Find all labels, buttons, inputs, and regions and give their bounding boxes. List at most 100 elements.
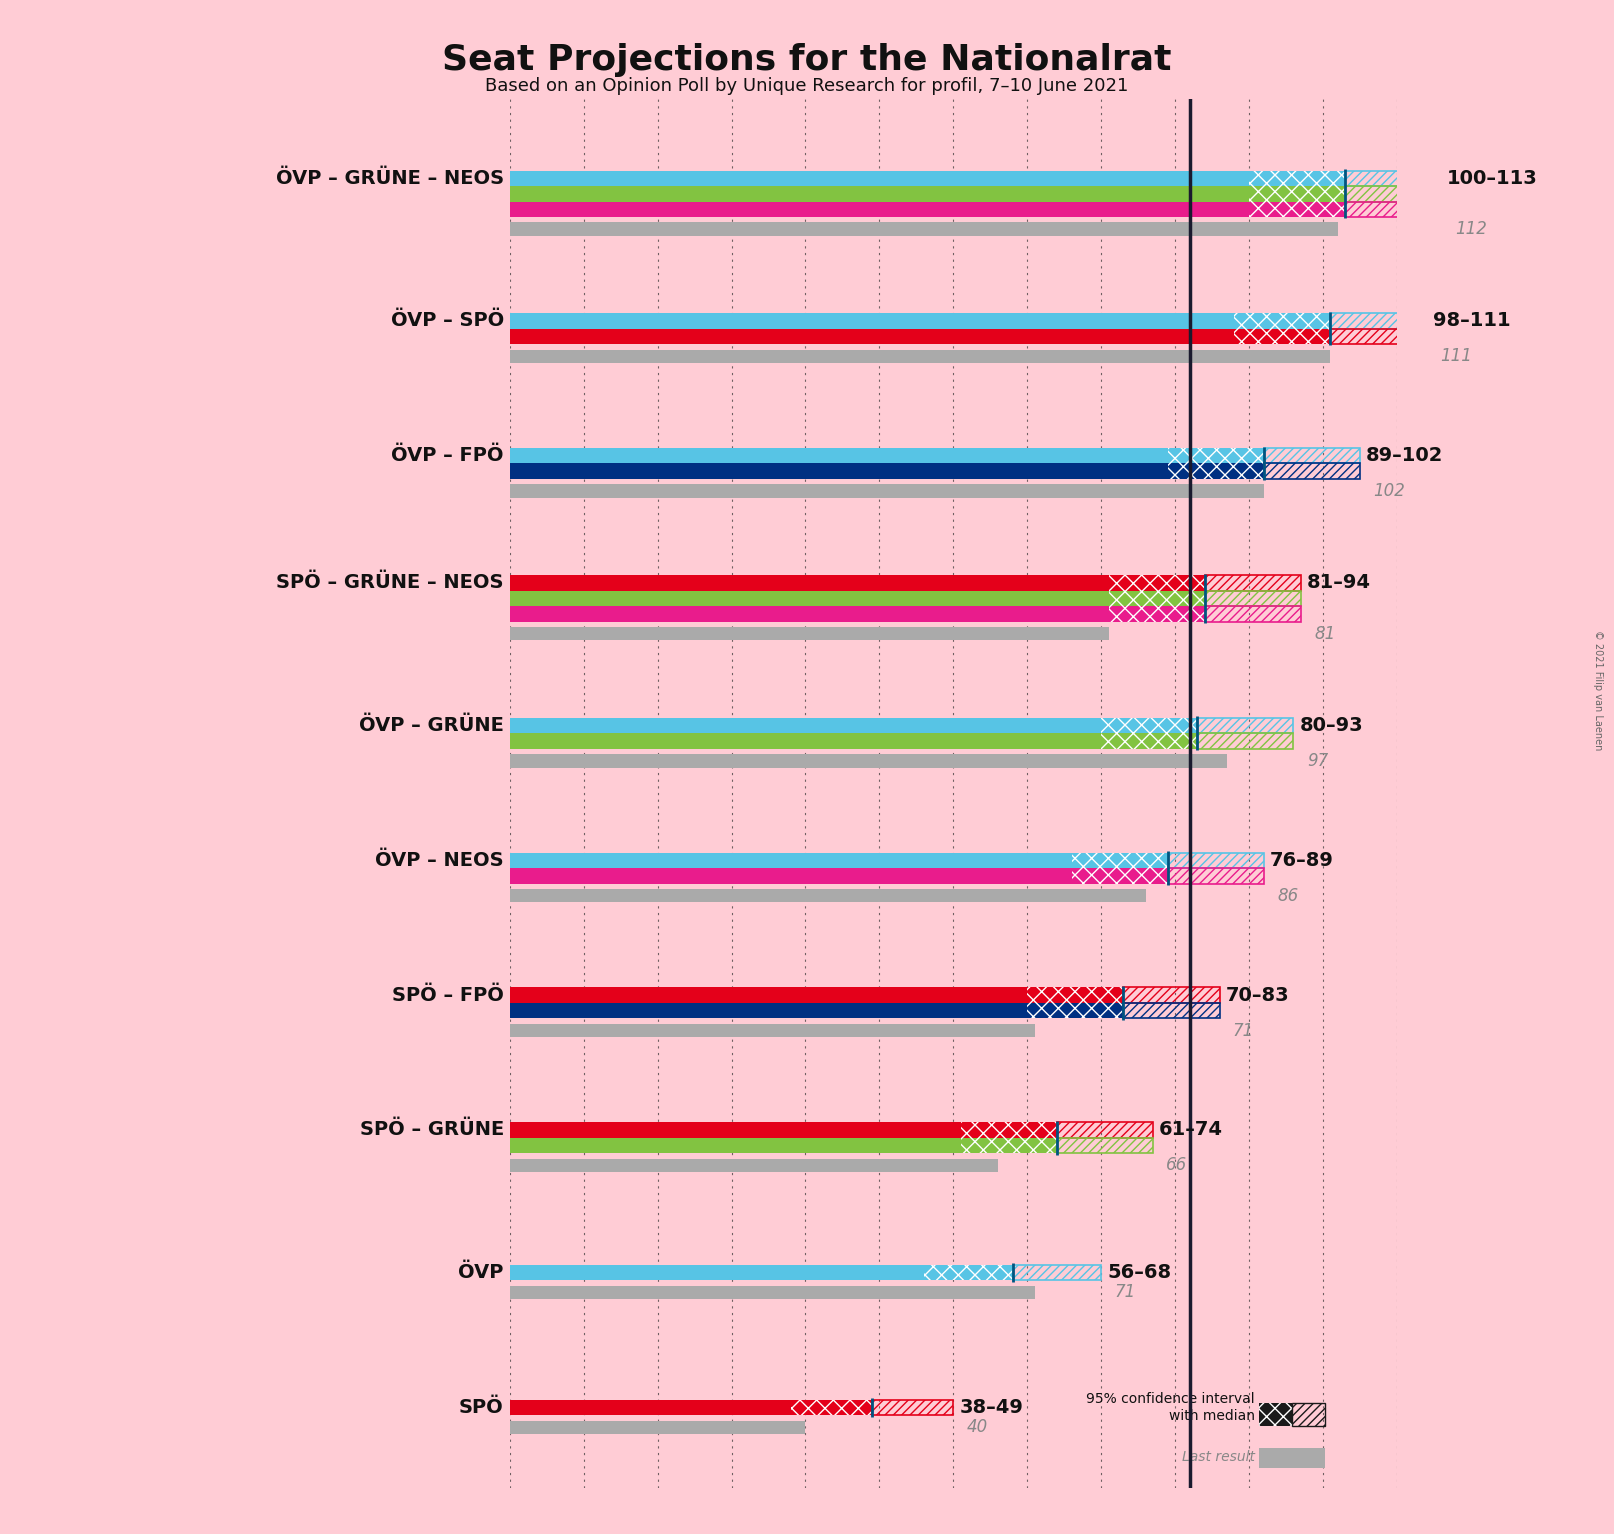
Bar <box>1169 853 1264 868</box>
Text: SPÖ – GRÜNE – NEOS: SPÖ – GRÜNE – NEOS <box>276 574 504 592</box>
Bar <box>510 853 1169 868</box>
Bar <box>1204 575 1301 591</box>
Bar <box>1259 1402 1293 1425</box>
Bar <box>1057 1138 1152 1154</box>
Bar <box>1198 733 1293 749</box>
Bar <box>510 733 1198 749</box>
Text: ÖVP – GRÜNE – NEOS: ÖVP – GRÜNE – NEOS <box>276 169 504 187</box>
Bar <box>510 1399 872 1416</box>
Text: 81–94: 81–94 <box>1307 574 1370 592</box>
Bar <box>1101 733 1198 749</box>
Bar <box>1169 448 1264 463</box>
Bar <box>1101 718 1198 733</box>
Bar <box>1264 448 1361 463</box>
Text: Based on an Opinion Poll by Unique Research for profil, 7–10 June 2021: Based on an Opinion Poll by Unique Resea… <box>486 77 1128 95</box>
Text: 95% confidence interval
with median: 95% confidence interval with median <box>1086 1393 1256 1422</box>
Text: 86: 86 <box>1277 887 1299 905</box>
Text: 89–102: 89–102 <box>1365 446 1443 465</box>
Bar <box>1344 170 1441 186</box>
Bar <box>510 1420 805 1434</box>
Bar <box>510 1138 1057 1154</box>
Text: ÖVP: ÖVP <box>458 1262 504 1282</box>
Bar <box>1249 201 1344 216</box>
Bar <box>1235 313 1330 328</box>
Bar <box>791 1399 872 1416</box>
Text: 71: 71 <box>1115 1284 1136 1301</box>
Bar <box>1123 1003 1220 1019</box>
Bar <box>510 718 1198 733</box>
Text: 111: 111 <box>1440 347 1472 365</box>
Text: ÖVP – FPÖ: ÖVP – FPÖ <box>391 446 504 465</box>
Text: SPÖ: SPÖ <box>458 1397 504 1417</box>
Bar <box>872 1399 954 1416</box>
Text: 102: 102 <box>1374 482 1406 500</box>
Bar <box>510 1285 1035 1299</box>
Bar <box>1027 1003 1123 1019</box>
Bar <box>510 448 1264 463</box>
Text: 61–74: 61–74 <box>1159 1120 1223 1140</box>
Bar <box>1027 988 1123 1003</box>
Bar <box>1204 591 1301 606</box>
Bar <box>1249 170 1344 186</box>
Bar <box>510 888 1146 902</box>
Bar <box>1057 1123 1152 1138</box>
Bar <box>1235 328 1330 344</box>
Bar <box>510 591 1204 606</box>
Text: 112: 112 <box>1454 221 1486 238</box>
Bar <box>510 313 1330 328</box>
Bar <box>1109 575 1204 591</box>
Bar <box>510 988 1123 1003</box>
Bar <box>960 1123 1057 1138</box>
Bar <box>1109 606 1204 621</box>
Bar <box>510 575 1204 591</box>
Bar <box>510 1266 1012 1281</box>
Bar <box>510 868 1169 884</box>
Text: 98–111: 98–111 <box>1433 311 1511 330</box>
Text: 76–89: 76–89 <box>1270 851 1333 870</box>
Bar <box>1169 463 1264 479</box>
Bar <box>510 606 1204 621</box>
Bar <box>510 1158 997 1172</box>
Bar <box>510 627 1109 641</box>
Bar <box>510 201 1344 216</box>
Bar <box>510 170 1344 186</box>
Bar <box>510 1123 1057 1138</box>
Bar <box>1330 313 1427 328</box>
Bar <box>1198 718 1293 733</box>
Text: Seat Projections for the Nationalrat: Seat Projections for the Nationalrat <box>442 43 1172 77</box>
Text: SPÖ – FPÖ: SPÖ – FPÖ <box>392 986 504 1005</box>
Text: 38–49: 38–49 <box>959 1397 1023 1417</box>
Bar <box>1264 463 1361 479</box>
Text: ÖVP – SPÖ: ÖVP – SPÖ <box>391 311 504 330</box>
Bar <box>923 1266 1012 1281</box>
Text: ÖVP – NEOS: ÖVP – NEOS <box>374 851 504 870</box>
Text: 71: 71 <box>1233 1022 1254 1040</box>
Text: 56–68: 56–68 <box>1107 1262 1172 1282</box>
Text: 70–83: 70–83 <box>1225 986 1290 1005</box>
Bar <box>510 350 1330 364</box>
Bar <box>510 328 1330 344</box>
Text: ÖVP – GRÜNE: ÖVP – GRÜNE <box>358 716 504 735</box>
Bar <box>510 755 1227 767</box>
Bar <box>1123 988 1220 1003</box>
Bar <box>1293 1402 1325 1425</box>
Text: SPÖ – GRÜNE: SPÖ – GRÜNE <box>360 1120 504 1140</box>
Text: © 2021 Filip van Laenen: © 2021 Filip van Laenen <box>1593 630 1603 750</box>
Bar <box>510 485 1264 499</box>
Bar <box>1072 853 1169 868</box>
Text: 97: 97 <box>1307 752 1328 770</box>
Bar <box>1330 328 1427 344</box>
Text: 100–113: 100–113 <box>1448 169 1538 187</box>
Bar <box>1344 186 1441 201</box>
Bar <box>1344 201 1441 216</box>
Text: 66: 66 <box>1167 1157 1188 1175</box>
Text: Last result: Last result <box>1181 1450 1256 1465</box>
Bar <box>960 1138 1057 1154</box>
Bar <box>1259 1448 1325 1468</box>
Bar <box>1072 868 1169 884</box>
Bar <box>1169 868 1264 884</box>
Text: 80–93: 80–93 <box>1299 716 1364 735</box>
Text: 40: 40 <box>967 1419 988 1436</box>
Bar <box>510 186 1344 201</box>
Bar <box>510 463 1264 479</box>
